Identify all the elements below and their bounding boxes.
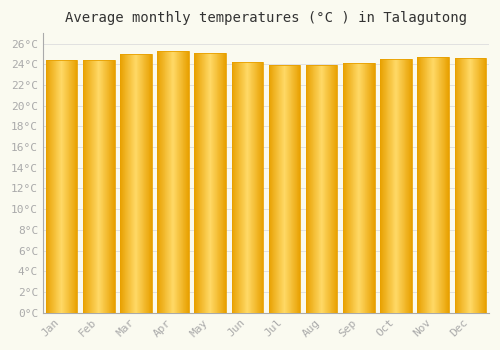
Bar — [306, 65, 338, 313]
Bar — [194, 53, 226, 313]
Bar — [232, 62, 263, 313]
Bar — [268, 65, 300, 313]
Bar — [343, 63, 374, 313]
Bar — [83, 60, 114, 313]
Bar — [46, 60, 78, 313]
Title: Average monthly temperatures (°C ) in Talagutong: Average monthly temperatures (°C ) in Ta… — [65, 11, 467, 25]
Bar — [380, 59, 412, 313]
Bar — [120, 54, 152, 313]
Bar — [418, 57, 449, 313]
Bar — [454, 58, 486, 313]
Bar — [157, 51, 189, 313]
